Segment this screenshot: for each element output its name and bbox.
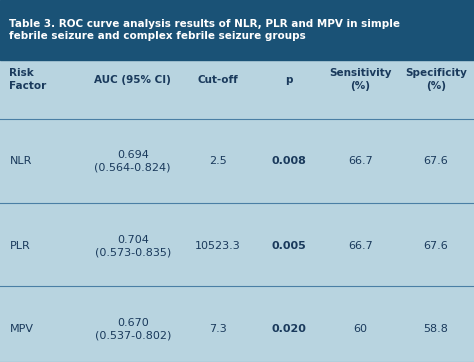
Text: 0.694
(0.564-0.824): 0.694 (0.564-0.824) [94,150,171,172]
Text: 0.670
(0.537-0.802): 0.670 (0.537-0.802) [94,318,171,341]
Text: 10523.3: 10523.3 [195,241,241,251]
Text: MPV: MPV [9,324,34,334]
Text: Risk
Factor: Risk Factor [9,68,47,91]
Text: 66.7: 66.7 [348,156,373,166]
Text: 67.6: 67.6 [424,241,448,251]
Text: 58.8: 58.8 [424,324,448,334]
Bar [0,0,474,60]
Text: 7.3: 7.3 [209,324,227,334]
Text: Cut-off: Cut-off [198,75,238,85]
Text: p: p [285,75,293,85]
Text: PLR: PLR [9,241,30,251]
Text: 67.6: 67.6 [424,156,448,166]
Text: 0.005: 0.005 [272,241,307,251]
Text: 66.7: 66.7 [348,241,373,251]
Text: Specificity
(%): Specificity (%) [405,68,467,91]
Text: Table 3. ROC curve analysis results of NLR, PLR and MPV in simple
febrile seizur: Table 3. ROC curve analysis results of N… [9,19,401,41]
Text: AUC (95% CI): AUC (95% CI) [94,75,171,85]
Text: 60: 60 [353,324,367,334]
Text: 0.704
(0.573-0.835): 0.704 (0.573-0.835) [95,235,171,257]
Text: NLR: NLR [9,156,32,166]
Text: Sensitivity
(%): Sensitivity (%) [329,68,392,91]
Text: 0.008: 0.008 [272,156,307,166]
Text: 2.5: 2.5 [209,156,227,166]
Text: 0.020: 0.020 [272,324,307,334]
